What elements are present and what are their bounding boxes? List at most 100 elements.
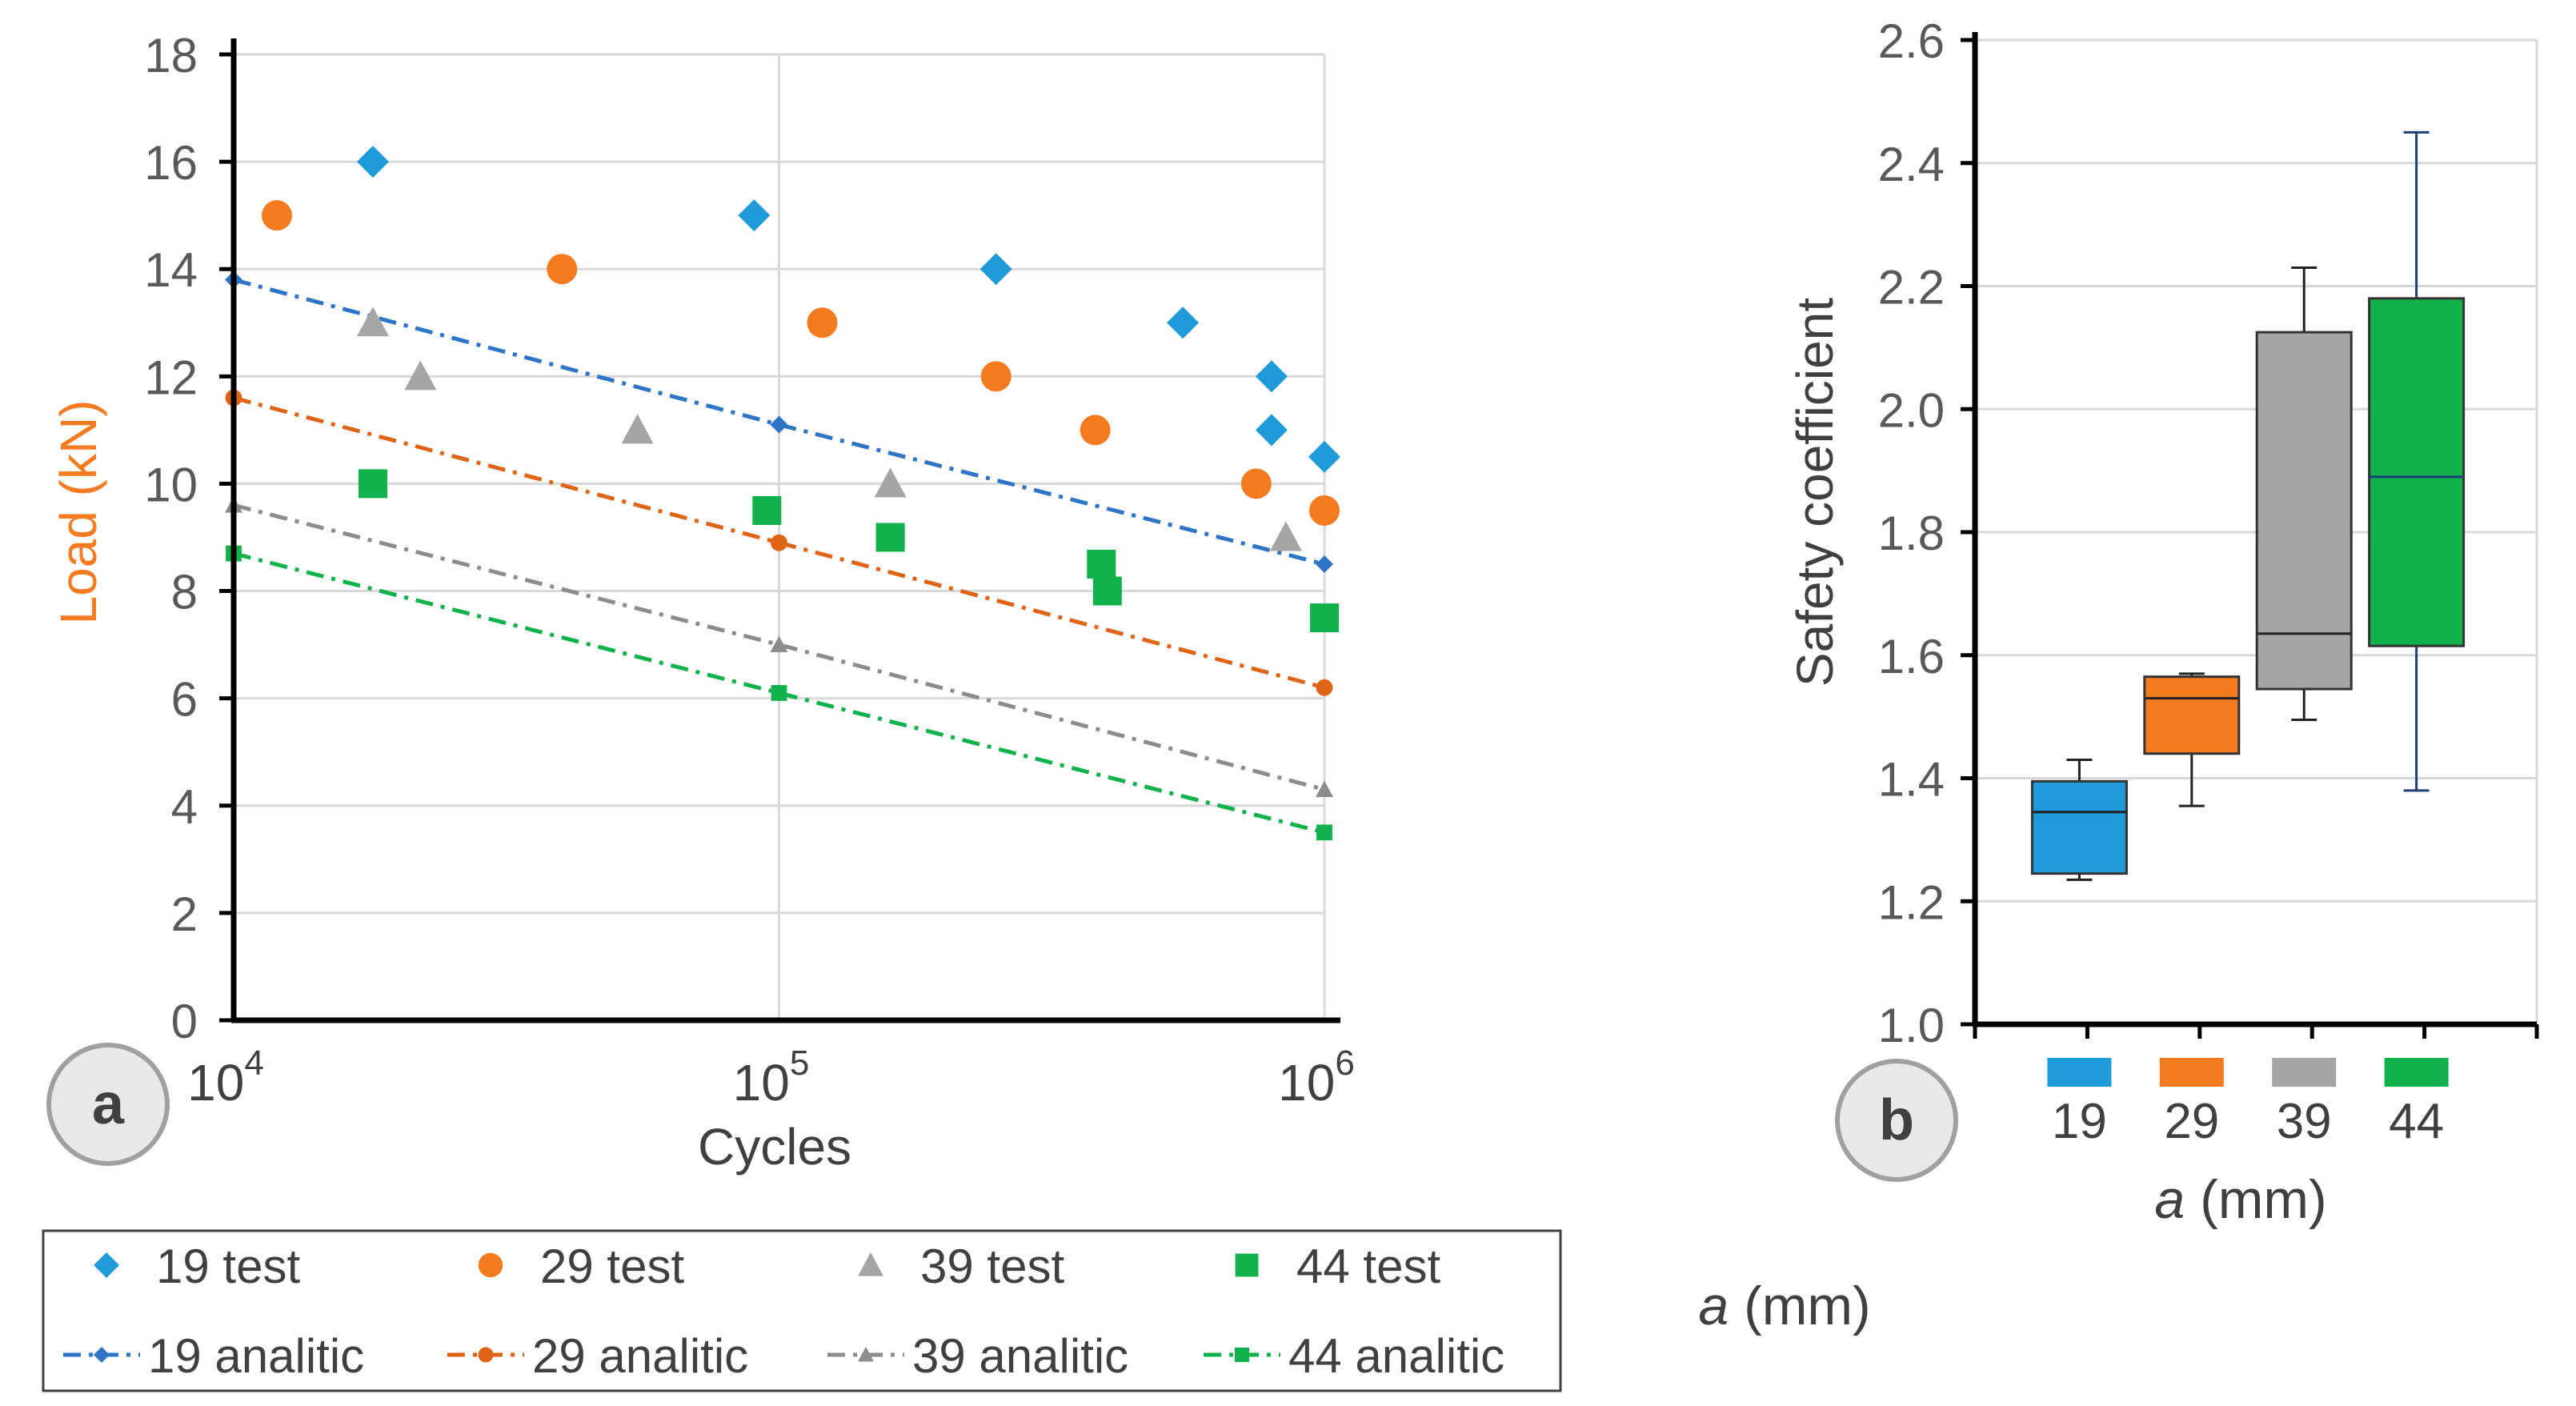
panel-a-axes bbox=[219, 38, 1340, 1023]
panel-b-category-labels: 19 29 39 44 bbox=[2047, 1058, 2449, 1149]
analytic-point-29 bbox=[771, 534, 787, 551]
panel-a-y-tick-label: 6 bbox=[171, 673, 198, 727]
legend-side-label: a (mm) bbox=[1698, 1276, 1870, 1336]
category-swatch-44 bbox=[2384, 1058, 2449, 1087]
legend-label-19-analitic: 19 analitic bbox=[148, 1329, 364, 1383]
panel-b-y-tick-label: 2.2 bbox=[1878, 261, 1945, 314]
legend-marker-29-test bbox=[478, 1252, 503, 1278]
category-label-39: 39 bbox=[2277, 1094, 2332, 1149]
panel-a-y-tick-labels: 0 2 4 6 8 10 12 14 16 18 bbox=[144, 29, 198, 1048]
legend-marker-44-analitic bbox=[1235, 1348, 1249, 1362]
legend-marker-29-analitic bbox=[478, 1347, 494, 1363]
panel-b-y-tick-label: 1.6 bbox=[1878, 630, 1945, 683]
analytic-point-29 bbox=[1316, 679, 1333, 696]
panel-b-y-tick-labels: 1.0 1.2 1.4 1.6 1.8 2.0 2.2 2.4 2.6 bbox=[1878, 14, 1945, 1052]
legend-label-29-test: 29 test bbox=[540, 1240, 684, 1293]
panel-b-y-tick-label: 1.8 bbox=[1878, 507, 1945, 560]
analytic-point-44 bbox=[771, 685, 787, 701]
category-label-44: 44 bbox=[2389, 1094, 2444, 1149]
test-point-29 bbox=[547, 254, 578, 285]
test-point-19 bbox=[356, 146, 389, 178]
panel-a-badge-label: a bbox=[92, 1072, 125, 1136]
panel-a-y-tick-label: 12 bbox=[144, 350, 198, 404]
box-19-body bbox=[2030, 779, 2128, 875]
box-44-body bbox=[2368, 297, 2466, 647]
legend-label-39-test: 39 test bbox=[920, 1240, 1064, 1293]
panel-a-x-tick-labels: 104 105 106 bbox=[187, 1043, 1355, 1112]
test-point-29 bbox=[1240, 468, 1272, 499]
panel-b-box-chart: 1.0 1.2 1.4 1.6 1.8 2.0 2.2 2.4 2.6 19 29 39 44 Saf… bbox=[1786, 14, 2539, 1230]
category-swatch-29 bbox=[2159, 1058, 2224, 1087]
test-point-44 bbox=[1310, 603, 1339, 633]
test-point-29 bbox=[261, 200, 292, 231]
legend-label-29-analitic: 29 analitic bbox=[532, 1329, 748, 1383]
panel-b-x-axis-label-unit: (mm) bbox=[2185, 1169, 2326, 1230]
analytic-point-39 bbox=[770, 635, 788, 652]
panel-b-y-axis-label: Safety coefficient bbox=[1786, 298, 1844, 687]
legend-label-19-test: 19 test bbox=[156, 1240, 300, 1293]
legend-marker-19-test bbox=[94, 1252, 119, 1278]
panel-a-y-tick-label: 18 bbox=[144, 29, 198, 82]
legend: 19 test 29 test 39 test 44 test 19 analitic 2… bbox=[42, 1229, 1871, 1392]
panel-a-x-tick-label: 105 bbox=[733, 1043, 810, 1112]
legend-marker-39-test bbox=[858, 1252, 883, 1276]
panel-b-axes bbox=[1961, 32, 2539, 1039]
test-point-39 bbox=[621, 414, 654, 444]
panel-a-x-axis-label: Cycles bbox=[698, 1118, 851, 1176]
legend-marker-44-test bbox=[1235, 1253, 1259, 1277]
panel-b-badge-label: b bbox=[1879, 1088, 1914, 1152]
panel-a-x-tick-label: 106 bbox=[1278, 1043, 1355, 1112]
panel-b-y-tick-label: 2.4 bbox=[1878, 138, 1945, 191]
panel-b-boxes bbox=[2030, 130, 2466, 881]
test-point-39 bbox=[356, 306, 389, 337]
panel-a-y-tick-label: 14 bbox=[144, 243, 198, 297]
test-point-29 bbox=[807, 307, 838, 338]
test-point-44 bbox=[1092, 576, 1122, 606]
category-label-29: 29 bbox=[2164, 1094, 2219, 1149]
test-point-44 bbox=[752, 495, 782, 525]
test-point-44 bbox=[358, 469, 387, 499]
box-39-body bbox=[2255, 330, 2353, 691]
legend-frame bbox=[42, 1229, 1562, 1392]
legend-label-39-analitic: 39 analitic bbox=[912, 1329, 1128, 1383]
test-point-29 bbox=[1309, 495, 1340, 526]
panel-a-y-tick-label: 4 bbox=[171, 780, 198, 834]
test-point-29 bbox=[1080, 415, 1111, 446]
panel-a-y-tick-label: 0 bbox=[171, 995, 198, 1048]
box-29-body bbox=[2143, 675, 2241, 755]
test-point-39 bbox=[874, 467, 907, 498]
panel-a-badge: a bbox=[46, 1043, 170, 1166]
legend-side-label-var: a bbox=[1698, 1276, 1729, 1336]
panel-b-x-axis-label: a (mm) bbox=[2154, 1169, 2326, 1230]
analytic-point-19 bbox=[770, 415, 788, 434]
panel-a-x-tick-label: 104 bbox=[187, 1043, 264, 1112]
panel-a-test-points bbox=[261, 146, 1340, 633]
test-point-19 bbox=[738, 199, 771, 232]
test-point-19 bbox=[1255, 360, 1288, 393]
legend-label-44-test: 44 test bbox=[1296, 1240, 1440, 1293]
panel-b-y-tick-label: 1.2 bbox=[1878, 875, 1945, 929]
category-label-19: 19 bbox=[2052, 1094, 2107, 1149]
analytic-point-44 bbox=[1316, 824, 1332, 841]
test-point-44 bbox=[875, 523, 905, 552]
panel-b-y-tick-label: 2.0 bbox=[1878, 383, 1945, 437]
legend-marker-39-analitic bbox=[858, 1347, 874, 1362]
panel-b-x-axis-label-var: a bbox=[2154, 1169, 2185, 1230]
test-point-19 bbox=[1167, 306, 1200, 339]
panel-a-y-axis-label: Load (kN) bbox=[50, 400, 107, 625]
category-swatch-19 bbox=[2047, 1058, 2112, 1087]
test-point-44 bbox=[1087, 550, 1116, 579]
legend-items: 19 test 29 test 39 test 44 test 19 analitic 2… bbox=[63, 1240, 1504, 1383]
test-point-39 bbox=[1269, 521, 1302, 551]
test-point-29 bbox=[980, 361, 1012, 392]
test-point-39 bbox=[404, 360, 437, 391]
analytic-point-39 bbox=[1316, 780, 1333, 798]
category-swatch-39 bbox=[2272, 1058, 2337, 1087]
test-point-19 bbox=[980, 253, 1012, 286]
panel-a-y-tick-label: 16 bbox=[144, 136, 198, 190]
panel-a-y-tick-label: 10 bbox=[144, 458, 198, 511]
analytic-point-19 bbox=[1316, 555, 1333, 574]
panel-b-badge: b bbox=[1835, 1059, 1958, 1182]
legend-marker-19-analitic bbox=[94, 1347, 110, 1363]
